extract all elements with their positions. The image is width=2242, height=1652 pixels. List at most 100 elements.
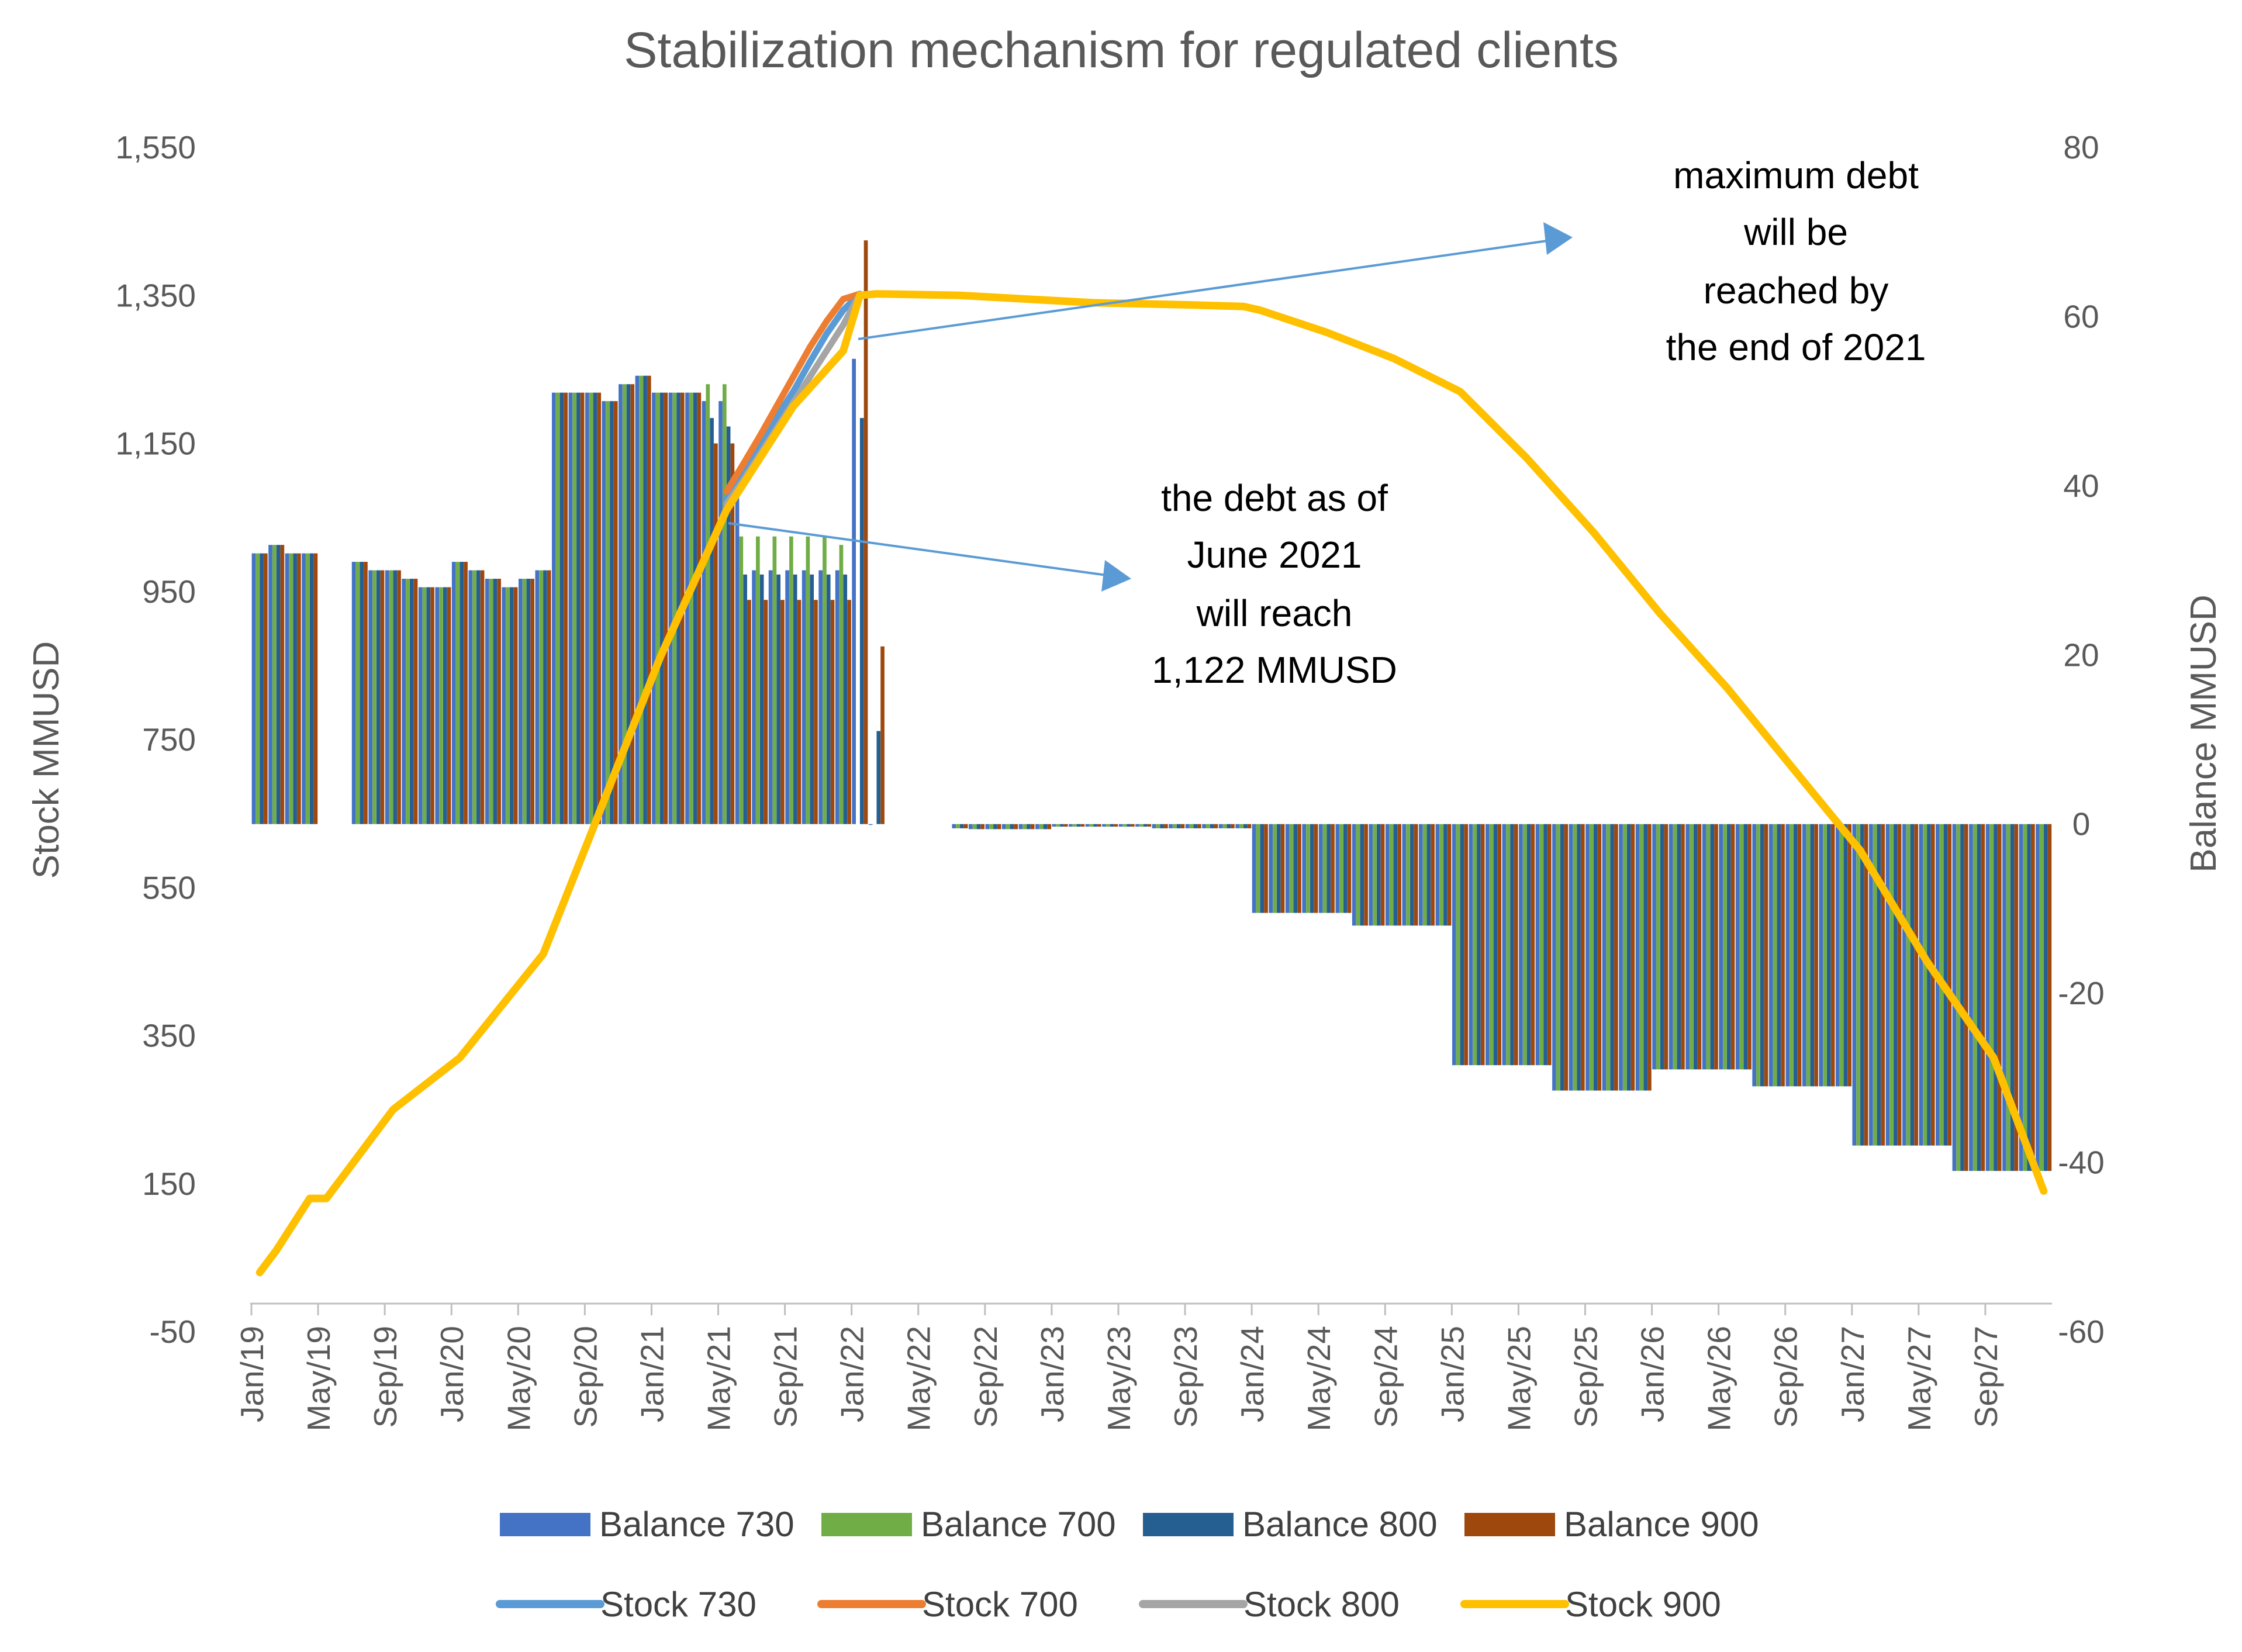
bar-balance-800	[1043, 824, 1048, 830]
x-tick-label: May/21	[701, 1326, 737, 1431]
bar-balance-900	[1097, 824, 1101, 827]
bar-balance-800	[1227, 824, 1231, 828]
bar-balance-730	[1085, 824, 1090, 827]
bar-balance-700	[1222, 824, 1227, 828]
bar-balance-900	[1897, 824, 1902, 1146]
bar-balance-800	[659, 392, 664, 824]
bar-balance-730	[802, 570, 806, 824]
annotation-max-debt-line: the end of 2021	[1666, 326, 1926, 368]
bar-balance-900	[297, 553, 301, 824]
bar-balance-730	[1969, 824, 1973, 1171]
annotation-max-debt-line: reached by	[1704, 269, 1889, 312]
bar-balance-900	[1930, 824, 1935, 1146]
bar-balance-700	[972, 824, 977, 830]
bar-balance-800	[1210, 824, 1214, 828]
bar-balance-730	[1735, 824, 1740, 1070]
bar-balance-800	[1093, 824, 1097, 827]
bar-balance-900	[1347, 824, 1352, 913]
bar-balance-730	[1702, 824, 1706, 1070]
bar-balance-730	[1519, 824, 1523, 1066]
bar-balance-800	[393, 570, 398, 824]
bar-balance-800	[1193, 824, 1197, 828]
legend: Balance 730 Balance 700 Balance 800 Balance…	[496, 1505, 1759, 1624]
bar-balance-730	[485, 579, 489, 824]
bar-balance-700	[789, 536, 793, 824]
bar-balance-730	[1385, 824, 1390, 926]
bar-balance-700	[1122, 824, 1127, 827]
bar-balance-700	[722, 384, 727, 824]
bar-balance-730	[1668, 824, 1673, 1070]
bar-balance-800	[460, 562, 464, 824]
bar-balance-700	[1690, 824, 1694, 1070]
bar-balance-800	[1660, 824, 1664, 1070]
bar-balance-700	[1706, 824, 1711, 1070]
bar-balance-730	[1352, 824, 1356, 926]
bar-balance-800	[2027, 824, 2031, 1171]
bar-balance-900	[797, 600, 802, 824]
bar-balance-700	[2039, 824, 2044, 1171]
bar-balance-730	[535, 570, 540, 824]
bar-balance-900	[580, 392, 585, 824]
bar-balance-800	[1827, 824, 1831, 1087]
bar-balance-900	[1781, 824, 1785, 1087]
bar-balance-900	[1647, 824, 1652, 1091]
left-tick-label: 1,350	[115, 277, 196, 313]
bar-balance-900	[597, 392, 602, 824]
bar-balance-700	[522, 579, 527, 824]
bar-balance-900	[497, 579, 501, 824]
bar-balance-800	[810, 574, 814, 824]
bar-balance-900	[1380, 824, 1385, 926]
bar-balance-700	[1339, 824, 1343, 913]
bar-balance-900	[1331, 824, 1335, 913]
bar-balance-730	[1635, 824, 1640, 1091]
bar-balance-800	[2010, 824, 2015, 1171]
bar-balance-800	[1543, 824, 1547, 1066]
bar-balance-800	[293, 553, 297, 824]
bar-balance-900	[1947, 824, 1952, 1146]
bar-balance-800	[526, 579, 531, 824]
legend-item: Stock 900	[1460, 1585, 1721, 1624]
bar-balance-900	[430, 587, 434, 824]
bar-balance-800	[859, 418, 864, 824]
bar-balance-700	[1606, 824, 1611, 1091]
annotation-arrow-max-debt	[858, 239, 1556, 340]
line-stock-900	[255, 290, 2048, 1277]
bar-balance-800	[360, 562, 364, 824]
bar-balance-900	[1964, 824, 1968, 1171]
bar-balance-700	[806, 536, 810, 824]
bar-balance-900	[997, 824, 1001, 830]
bar-balance-800	[1176, 824, 1181, 828]
x-tick-label: Jan/24	[1234, 1326, 1270, 1422]
bar-balance-800	[309, 553, 314, 824]
bar-balance-900	[1014, 824, 1018, 830]
right-axis-title: Balance MMUSD	[2184, 595, 2224, 872]
bar-balance-700	[489, 579, 493, 824]
annotation-june-2021: the debt as of June 2021 will reach 1,12…	[728, 477, 1397, 691]
bar-balance-730	[1202, 824, 1206, 828]
bar-balance-700	[1823, 824, 1827, 1087]
legend-swatch	[1143, 1513, 1234, 1536]
bar-balance-730	[652, 392, 656, 824]
bar-balance-700	[956, 824, 960, 828]
bar-balance-730	[1785, 824, 1790, 1087]
right-tick-label: -60	[2058, 1314, 2105, 1350]
bar-balance-730	[251, 553, 256, 824]
bar-balance-700	[1889, 824, 1894, 1146]
x-tick-label: Jan/21	[634, 1326, 670, 1422]
legend-label: Stock 800	[1243, 1585, 1400, 1624]
bar-balance-800	[1260, 824, 1265, 913]
bar-balance-730	[402, 579, 406, 824]
right-axis-ticks: 80 60 40 20 0 -20 -40 -60	[2058, 129, 2105, 1350]
bar-balance-700	[439, 587, 443, 824]
bar-balance-900	[730, 443, 735, 824]
bar-balance-800	[1243, 824, 1248, 828]
bar-balance-900	[1314, 824, 1318, 913]
bar-balance-900	[1547, 824, 1552, 1066]
annotation-max-debt-line: will be	[1743, 211, 1848, 253]
bar-balance-700	[2006, 824, 2010, 1171]
bar-balance-800	[426, 587, 431, 824]
bar-balance-730	[635, 375, 640, 824]
bar-balance-900	[1147, 824, 1152, 827]
bar-balance-800	[409, 579, 414, 824]
bar-balance-700	[756, 536, 760, 824]
